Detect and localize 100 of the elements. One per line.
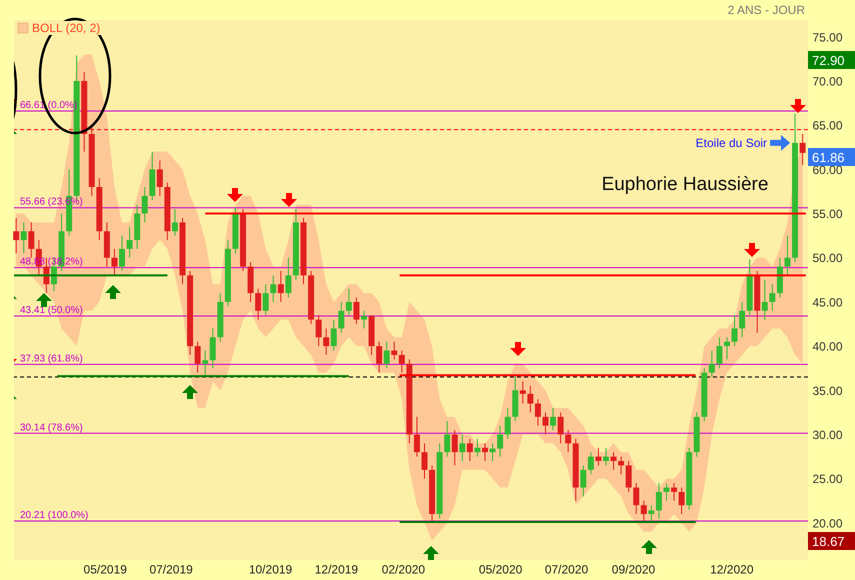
candlestick (558, 412, 564, 444)
y-tick-label: 40.00 (812, 340, 843, 354)
x-tick-label: 10/2019 (248, 562, 293, 576)
candlestick (520, 380, 526, 404)
candlestick (534, 398, 541, 426)
candlestick (490, 442, 496, 462)
x-tick-label: 12/2019 (314, 562, 358, 576)
candlestick (466, 438, 473, 462)
candlestick (391, 341, 398, 360)
candlestick (172, 208, 178, 236)
candlestick (330, 319, 337, 352)
candlestick (708, 350, 715, 378)
x-tick-label: 07/2019 (149, 562, 194, 576)
x-tick-label: 12/2020 (710, 562, 754, 576)
x-tick-label: 09/2020 (612, 562, 656, 576)
candlestick (497, 425, 504, 458)
text: 72.90 (812, 53, 845, 68)
y-tick-label: 50.00 (812, 251, 843, 266)
candlestick (626, 460, 632, 492)
text: 61.86 (812, 150, 845, 165)
candlestick (588, 452, 594, 475)
candlestick (769, 284, 776, 312)
candlestick (323, 328, 330, 356)
legend-label: BOLL (20, 2) (32, 21, 100, 35)
candlestick (270, 274, 276, 302)
candlestick (262, 284, 269, 316)
candlestick (255, 288, 262, 320)
y-tick-label: 55.00 (812, 207, 843, 222)
candlestick (376, 341, 382, 374)
candlestick (338, 301, 344, 334)
x-tick-label: 05/2019 (84, 562, 128, 576)
candlestick (739, 301, 746, 338)
y-tick-label: 70.00 (812, 74, 843, 88)
candlestick (459, 434, 466, 462)
ref-line-label: 43.41 (50.0%) (20, 304, 83, 316)
annotation: Euphorie Haussière (602, 174, 768, 195)
y-tick-label: 35.00 (812, 384, 843, 398)
ref-line-label: 37.93 (61.8%) (20, 353, 83, 364)
candlestick (353, 297, 360, 325)
candlestick (800, 134, 806, 166)
candlestick (724, 336, 730, 360)
candlestick (346, 288, 352, 316)
candlestick (504, 407, 511, 440)
x-tick-label: 05/2020 (478, 562, 523, 576)
candlestick (398, 350, 405, 374)
candlestick (678, 487, 685, 515)
y-tick-label: 75.00 (812, 30, 843, 44)
candlestick (202, 350, 208, 378)
candlestick (119, 235, 126, 272)
candlestick (762, 279, 768, 320)
candlestick (602, 447, 609, 466)
candlestick (194, 341, 201, 374)
y-tick-label: 65.00 (812, 118, 843, 133)
candlestick (285, 257, 292, 298)
chart-subtitle: 2 ANS - JOUR (728, 3, 806, 17)
candlestick (565, 430, 572, 453)
y-tick-label: 20.00 (812, 516, 843, 530)
candlestick (156, 160, 163, 196)
ref-line-label: 20.21 (100.0%) (20, 510, 88, 522)
annotation: Etoile du Soir (696, 136, 768, 150)
candlestick (13, 217, 20, 254)
candlestick (361, 310, 368, 329)
candlestick (784, 235, 790, 276)
candlestick (444, 420, 450, 458)
y-tick-label: 45.00 (812, 295, 843, 310)
y-tick-label: 25.00 (812, 472, 843, 486)
candlestick (482, 442, 488, 462)
y-tick-label: 60.00 (812, 162, 843, 177)
candlestick (633, 482, 640, 515)
candlestick (550, 407, 556, 431)
candlestick (422, 442, 428, 480)
candlestick (595, 447, 602, 466)
ref-line-label: 30.14 (78.6%) (20, 422, 83, 434)
y-tick-label: 30.00 (812, 428, 843, 442)
candlestick (716, 336, 722, 369)
candlestick (111, 248, 118, 276)
candlestick (648, 504, 654, 522)
candlestick (663, 482, 670, 502)
candlestick (580, 464, 586, 497)
candlestick (610, 452, 617, 470)
candlestick (384, 341, 390, 369)
candlestick (126, 226, 133, 258)
candlestick (142, 186, 148, 223)
candlestick (640, 500, 647, 522)
candlestick (527, 385, 534, 413)
candlestick (316, 314, 322, 347)
candlestick (474, 438, 480, 458)
candlestick (671, 482, 678, 502)
candlestick (618, 456, 624, 475)
x-tick-label: 02/2020 (382, 562, 426, 576)
candlestick (28, 222, 34, 258)
x-tick-label: 07/2020 (544, 562, 589, 576)
candlestick (414, 416, 420, 458)
candlestick (43, 257, 50, 294)
candlestick (452, 430, 458, 466)
candlestick (210, 328, 216, 369)
candlestick (542, 412, 548, 435)
text: 18.67 (812, 534, 845, 549)
candlestick (656, 482, 662, 519)
candlestick (278, 270, 284, 302)
